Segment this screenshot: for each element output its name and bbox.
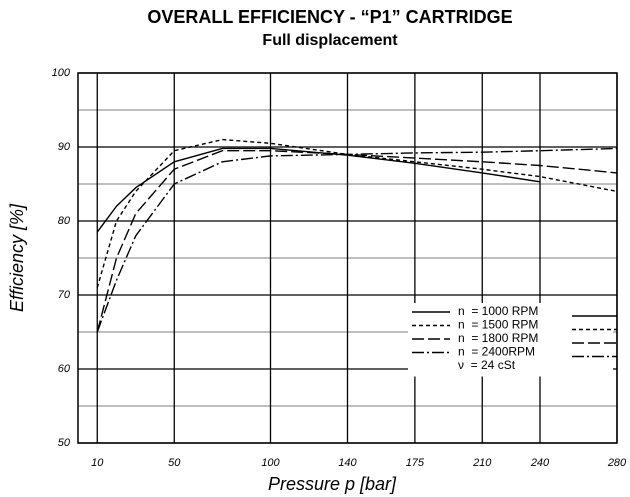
y-tick-label: 90 [58,141,71,153]
legend-label: n = 1000 RPM [458,304,538,318]
x-tick-label: 50 [168,457,181,469]
x-tick-label: 140 [338,457,357,469]
series-line [96,147,618,333]
x-tick-label: 240 [530,457,550,469]
y-tick-label: 80 [58,215,71,227]
x-tick-label: 175 [406,457,425,469]
legend-box [408,303,613,377]
x-tick-label: 10 [91,457,104,469]
x-tick-label: 280 [607,457,627,469]
series-line [96,150,618,333]
series-line [96,138,618,288]
x-tick-label: 210 [472,457,492,469]
x-axis-label: Pressure p [bar] [268,474,397,494]
legend-label: n = 1500 RPM [458,318,538,332]
series-line [96,147,541,233]
y-axis-label: Efficiency [%] [7,203,27,312]
chart-subtitle: Full displacement [262,32,398,49]
y-tick-label: 70 [58,289,71,301]
y-tick-label: 50 [58,437,71,449]
legend-note: ν = 24 cSt [458,358,516,372]
x-tick-label: 100 [261,457,280,469]
legend-label: n = 2400RPM [458,345,535,359]
legend-label: n = 1800 RPM [458,331,538,345]
chart-title: OVERALL EFFICIENCY - “P1” CARTRIDGE [147,7,512,27]
y-tick-label: 60 [58,363,71,375]
y-tick-label: 100 [52,67,71,79]
